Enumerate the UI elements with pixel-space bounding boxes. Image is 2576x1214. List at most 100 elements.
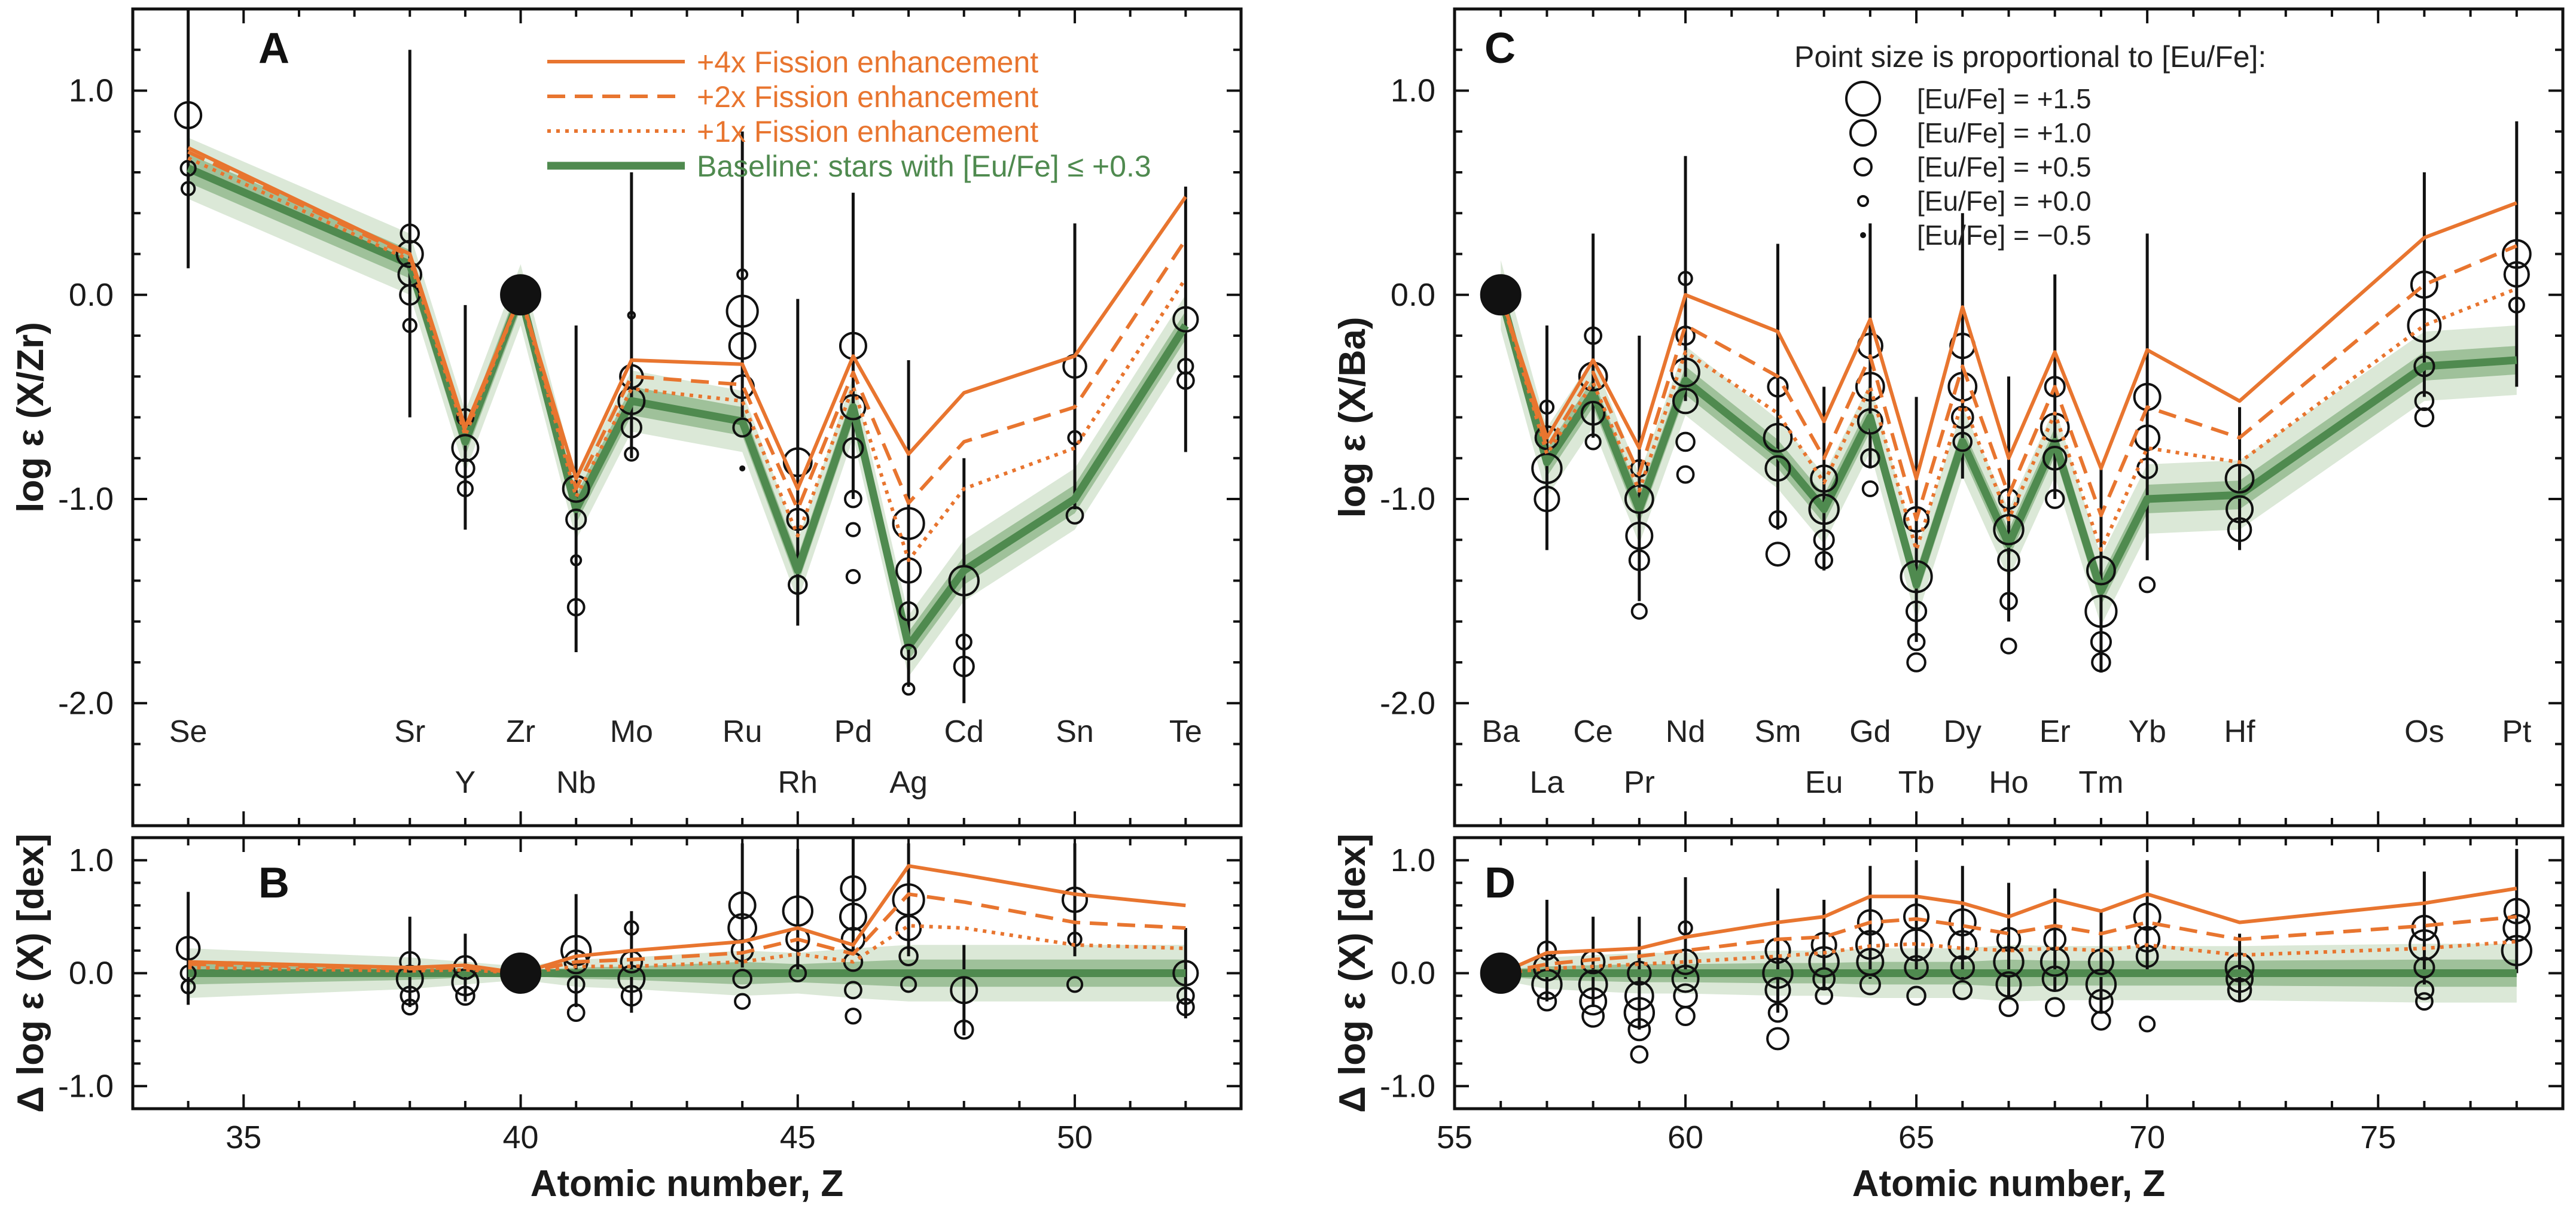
data-point-a-32: [842, 437, 864, 459]
element-label-yb: Yb: [2128, 714, 2166, 749]
data-point-d-52: [2134, 926, 2161, 953]
data-point-c-54: [2091, 652, 2111, 673]
data-point-d-36: [1947, 930, 1978, 960]
size-legend: Point size is proportional to [Eu/Fe]: […: [1794, 40, 2266, 251]
data-point-c-31: [1860, 448, 1880, 468]
data-point-d-26: [1815, 986, 1834, 1005]
element-label-la: La: [1529, 765, 1564, 800]
x-tick-label-d-0: 55: [1437, 1119, 1473, 1155]
y-tick-label-a-2: -1.0: [58, 481, 114, 517]
data-point-b-9: [455, 985, 475, 1006]
data-point-b-35: [900, 976, 917, 993]
element-label-sr: Sr: [394, 714, 425, 749]
x-tick-label-d-4: 75: [2360, 1119, 2396, 1155]
data-point-a-18: [617, 387, 646, 415]
data-point-d-42: [1998, 997, 2019, 1017]
data-point-b-21: [732, 969, 752, 989]
data-point-c-40: [1950, 406, 1974, 429]
data-point-d-24: [1808, 946, 1840, 978]
data-point-d-46: [2044, 997, 2065, 1017]
reference-point-c: [1480, 274, 1522, 316]
panel-b: 1.0 0.0 -1.0 35 40 45 50 Δ log ε (X) [dex] Atomi…: [10, 833, 1243, 1204]
data-point-d-11: [1627, 1018, 1651, 1042]
data-point-c-64: [2413, 355, 2435, 378]
panel-a: 1.0 0.0 -1.0 -2.0 log ε (X/Zr) A Se Sr Y Zr Nb Mo Ru…: [10, 7, 1243, 827]
data-point-d-5: [1578, 969, 1608, 1000]
data-point-c-69: [2508, 296, 2525, 314]
y-tick-label-d-0: 1.0: [1391, 842, 1435, 878]
panel-letter-c: C: [1484, 25, 1516, 72]
fission-line-solid-c: [1499, 201, 2517, 480]
size-legend-title: Point size is proportional to [Eu/Fe]:: [1794, 40, 2266, 74]
data-point-a-40: [901, 682, 916, 696]
element-label-er: Er: [2040, 714, 2071, 749]
data-point-c-59: [2224, 463, 2255, 494]
baseline-band-inner-a: [188, 154, 1186, 661]
data-point-b-31: [845, 1008, 862, 1025]
data-point-a-35: [845, 568, 861, 585]
data-point-c-18: [1676, 465, 1695, 484]
data-point-b-15: [617, 964, 646, 993]
panel-d: 1.0 0.0 -1.055 60 65 70 75 Δ log ε (X) [dex] Ato…: [1332, 833, 2565, 1204]
element-label-rh: Rh: [778, 765, 818, 800]
data-point-b-6: [401, 999, 419, 1016]
data-point-c-20: [1763, 422, 1793, 453]
data-point-d-55: [2224, 953, 2255, 982]
data-point-d-9: [1624, 981, 1654, 1011]
data-point-d-40: [1993, 946, 2025, 978]
element-label-ag: Ag: [889, 765, 928, 800]
data-point-a-19: [620, 416, 642, 439]
data-point-a-3: [400, 223, 420, 244]
data-point-a-28: [786, 507, 810, 531]
data-point-a-11: [456, 480, 474, 498]
data-point-b-38: [1061, 886, 1089, 913]
data-point-b-13: [566, 1003, 586, 1022]
data-point-c-67: [2501, 239, 2532, 269]
data-point-a-23: [728, 331, 757, 360]
x-tick-label-d-2: 65: [1898, 1119, 1934, 1155]
size-legend-label-0-0: [Eu/Fe] = +0.0: [1917, 185, 2092, 217]
plot-area-a: [174, 9, 1199, 704]
data-point-c-58: [2139, 576, 2156, 594]
reference-point-a: [500, 274, 542, 316]
data-point-d-10: [1623, 997, 1656, 1029]
reference-point-b: [500, 953, 542, 994]
data-point-b-17: [624, 920, 639, 936]
legend-label-4x: +4x Fission enhancement: [697, 45, 1038, 79]
size-legend-label-1-0: [Eu/Fe] = +1.0: [1917, 117, 2092, 148]
data-point-d-63: [2503, 897, 2530, 924]
data-point-c-46: [2000, 637, 2017, 655]
data-point-c-33: [1903, 506, 1930, 533]
y-tick-label-c-2: -1.0: [1380, 481, 1435, 517]
x-tick-label-b-1: 40: [503, 1119, 539, 1155]
y-tick-label-b-0: 1.0: [69, 842, 114, 878]
x-tick-label-b-2: 45: [780, 1119, 816, 1155]
data-point-c-35: [1905, 600, 1928, 622]
data-point-d-8: [1627, 960, 1652, 986]
data-point-a-31: [840, 394, 867, 421]
data-point-b-25: [788, 964, 807, 982]
data-point-a-13: [565, 509, 587, 531]
fission-line-solid-d: [1499, 886, 2517, 975]
fission-line-dashed-c: [1499, 244, 2517, 522]
data-point-c-15: [1670, 357, 1700, 388]
y-tick-label-a-3: -2.0: [58, 685, 114, 721]
data-point-d-15: [1671, 964, 1700, 993]
data-point-c-2: [1534, 485, 1560, 513]
data-point-c-25: [1808, 493, 1840, 525]
element-label-ru: Ru: [723, 714, 762, 749]
data-point-c-3: [1539, 399, 1555, 415]
data-point-a-10: [455, 458, 475, 479]
data-point-a-22: [725, 294, 759, 328]
element-label-ba: Ba: [1481, 714, 1520, 749]
data-point-c-9: [1624, 484, 1654, 514]
data-point-b-30: [844, 981, 862, 1000]
fission-line-dotted-a: [187, 156, 1187, 562]
element-label-pd: Pd: [834, 714, 873, 749]
data-point-c-34: [1900, 560, 1933, 594]
data-point-d-22: [1766, 1027, 1790, 1051]
data-point-c-36: [1907, 632, 1926, 652]
data-point-d-7: [1581, 1004, 1605, 1028]
